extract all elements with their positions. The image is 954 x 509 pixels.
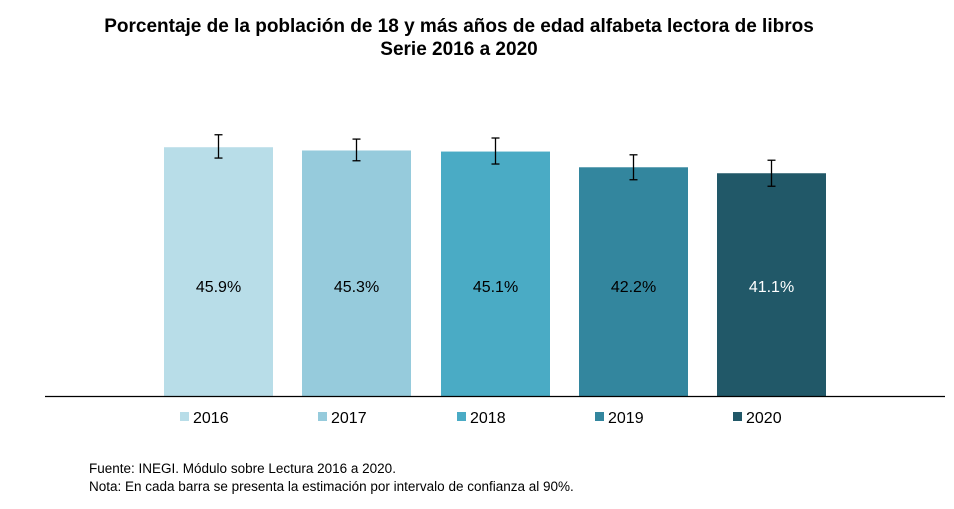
chart-notes: Fuente: INEGI. Módulo sobre Lectura 2016… bbox=[89, 460, 574, 496]
data-label-2020: 41.1% bbox=[749, 279, 794, 296]
legend-label-2020: 2020 bbox=[746, 410, 782, 427]
legend-swatch-2016 bbox=[180, 412, 189, 421]
legend-swatch-2017 bbox=[318, 412, 327, 421]
bar-2017 bbox=[302, 150, 411, 396]
chart-title-main: Porcentaje de la población de 18 y más a… bbox=[104, 16, 814, 37]
chart-title: Porcentaje de la población de 18 y más a… bbox=[0, 15, 918, 61]
legend-swatch-2020 bbox=[733, 412, 742, 421]
bar-2018 bbox=[441, 151, 550, 396]
bar-2020 bbox=[717, 173, 826, 396]
bar-2016 bbox=[164, 147, 273, 396]
legend-label-2018: 2018 bbox=[470, 410, 506, 427]
data-label-2017: 45.3% bbox=[334, 279, 379, 296]
bar-2019 bbox=[579, 167, 688, 396]
data-label-2018: 45.1% bbox=[473, 279, 518, 296]
data-label-2019: 42.2% bbox=[611, 279, 656, 296]
source-note: Fuente: INEGI. Módulo sobre Lectura 2016… bbox=[89, 461, 396, 476]
legend-swatch-2019 bbox=[595, 412, 604, 421]
legend-label-2017: 2017 bbox=[331, 410, 367, 427]
legend-label-2016: 2016 bbox=[193, 410, 229, 427]
legend-label-2019: 2019 bbox=[608, 410, 644, 427]
legend-swatch-2018 bbox=[457, 412, 466, 421]
data-label-2016: 45.9% bbox=[196, 279, 241, 296]
footnote: Nota: En cada barra se presenta la estim… bbox=[89, 479, 574, 494]
chart-subtitle: Serie 2016 a 2020 bbox=[380, 39, 538, 60]
